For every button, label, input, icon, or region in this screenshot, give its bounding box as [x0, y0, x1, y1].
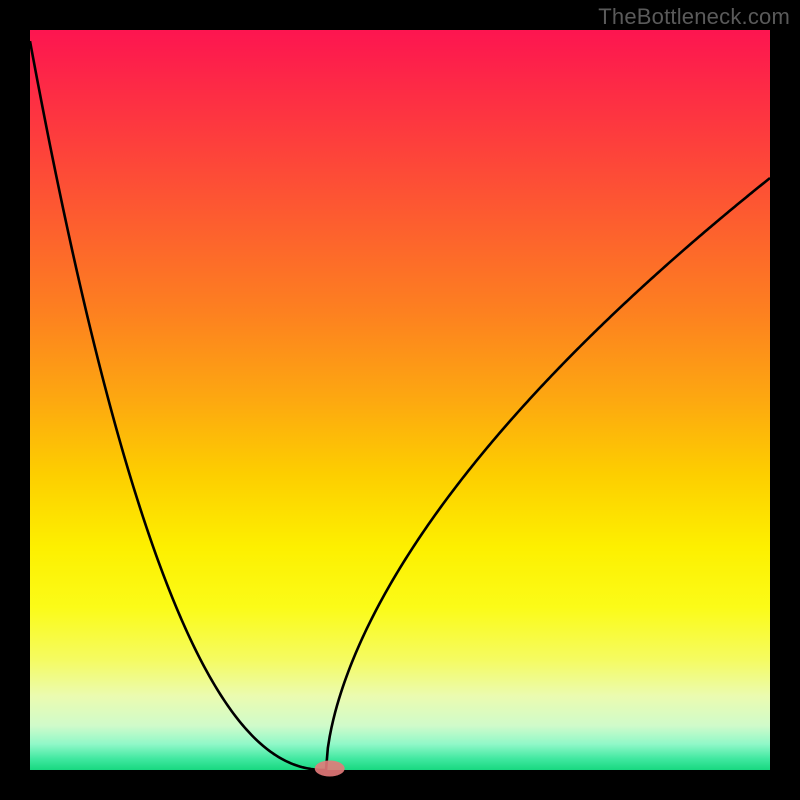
- chart-stage: TheBottleneck.com: [0, 0, 800, 800]
- plot-background: [30, 30, 770, 770]
- watermark-text: TheBottleneck.com: [598, 4, 790, 30]
- min-marker: [315, 761, 345, 777]
- chart-svg: [0, 0, 800, 800]
